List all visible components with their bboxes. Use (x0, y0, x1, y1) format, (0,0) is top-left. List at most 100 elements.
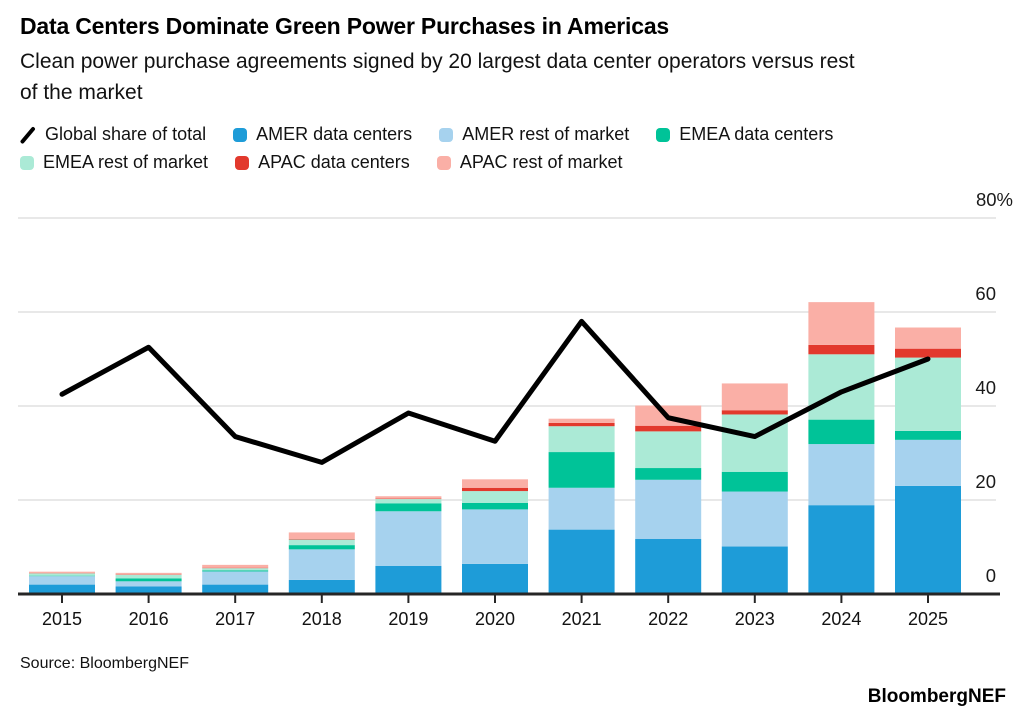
bar-segment-emea-rest-of-market (202, 568, 269, 571)
legend-row-2: EMEA rest of market APAC data centers APAC… (20, 152, 1015, 173)
legend-item-label: AMER data centers (256, 124, 413, 144)
x-axis-label-2015: 2015 (42, 609, 82, 629)
bar-2020 (462, 479, 528, 594)
legend-item-amer-rest-of-market: AMER rest of market (439, 124, 629, 145)
legend-item-label: APAC data centers (258, 152, 410, 172)
bar-segment-emea-data-centers (635, 468, 702, 480)
bar-segment-amer-rest-of-market (288, 549, 355, 580)
bar-segment-apac-data-centers (462, 487, 528, 492)
x-axis-label-2016: 2016 (129, 609, 169, 629)
bar-segment-amer-data-centers (895, 485, 961, 594)
bar-segment-emea-rest-of-market (808, 354, 875, 420)
bar-2015 (29, 571, 95, 594)
bar-segment-amer-data-centers (288, 579, 355, 594)
x-axis: 2015 2016 2017 2018 2019 2020 2021 2022 2023 2024… (18, 592, 1000, 629)
bar-segment-amer-rest-of-market (202, 571, 269, 585)
bar-segment-emea-data-centers (375, 503, 442, 512)
bar-segment-emea-rest-of-market (115, 574, 182, 579)
x-axis-label-2017: 2017 (215, 609, 255, 629)
bar-segment-amer-rest-of-market (635, 479, 702, 540)
bar-segment-emea-rest-of-market (462, 491, 528, 503)
x-axis-label-2023: 2023 (735, 609, 775, 629)
bar-2024 (808, 302, 875, 594)
bar-segment-amer-rest-of-market (462, 509, 528, 564)
bar-segment-amer-data-centers (721, 546, 788, 594)
line-series-swatch-icon (20, 126, 35, 143)
bar-segment-amer-data-centers (29, 584, 95, 594)
legend-item-amer-data-centers: AMER data centers (233, 124, 412, 145)
x-axis-label-2018: 2018 (302, 609, 342, 629)
bar-segment-apac-rest-of-market (29, 571, 95, 574)
bars (29, 302, 961, 594)
bar-segment-emea-data-centers (462, 502, 528, 510)
y-axis-label-80: 80% (976, 189, 1013, 210)
legend-item-emea-rest-of-market: EMEA rest of market (20, 152, 208, 173)
bar-segment-amer-data-centers (548, 529, 615, 594)
legend-item-label: APAC rest of market (459, 152, 623, 172)
bar-2021 (548, 418, 615, 594)
bar-segment-emea-rest-of-market (375, 499, 442, 504)
bar-segment-amer-rest-of-market (375, 511, 442, 566)
x-axis-label-2025: 2025 (908, 609, 948, 629)
bar-segment-amer-data-centers (115, 586, 182, 594)
legend: Global share of total AMER data centers AM… (20, 124, 1015, 173)
bar-segment-emea-rest-of-market (29, 573, 95, 576)
bar-segment-apac-data-centers (548, 422, 615, 427)
bar-segment-emea-rest-of-market (288, 539, 355, 546)
bar-2019 (375, 496, 442, 594)
bar-segment-amer-rest-of-market (895, 439, 961, 486)
bar-segment-amer-rest-of-market (808, 444, 875, 506)
bar-segment-apac-rest-of-market (808, 302, 875, 345)
source-note: Source: BloombergNEF (20, 655, 189, 672)
bar-segment-amer-data-centers (202, 584, 269, 594)
y-axis-label-60: 60 (975, 283, 996, 304)
bar-segment-emea-rest-of-market (548, 426, 615, 453)
legend-item-global-share-of-total: Global share of total (20, 124, 206, 145)
bar-segment-emea-data-centers (721, 471, 788, 492)
legend-item-apac-rest-of-market: APAC rest of market (436, 152, 623, 173)
y-axis-label-0: 0 (986, 565, 996, 586)
amer-rest-of-market-swatch-icon (439, 127, 454, 142)
bar-segment-amer-data-centers (808, 505, 875, 594)
page-title: Data Centers Dominate Green Power Purcha… (20, 13, 670, 39)
bar-segment-emea-rest-of-market (635, 431, 702, 469)
bar-segment-amer-rest-of-market (115, 581, 182, 587)
legend-item-label: AMER rest of market (462, 124, 630, 144)
bar-2025 (895, 327, 961, 594)
emea-rest-of-market-swatch-icon (20, 155, 34, 170)
bar-segment-emea-data-centers (288, 545, 355, 550)
x-axis-label-2021: 2021 (562, 609, 602, 629)
bar-segment-apac-rest-of-market (202, 564, 269, 568)
bar-segment-emea-data-centers (202, 570, 269, 572)
apac-rest-of-market-swatch-icon (436, 155, 451, 170)
y-axis-labels: 0 20 40 60 80% (975, 189, 1013, 586)
bar-segment-apac-rest-of-market (721, 383, 788, 411)
bar-segment-apac-rest-of-market (288, 532, 355, 540)
bar-segment-apac-rest-of-market (115, 572, 182, 575)
x-axis-label-2022: 2022 (648, 609, 688, 629)
legend-item-apac-data-centers: APAC data centers (235, 152, 410, 173)
page-subtitle: Clean power purchase agreements signed b… (20, 50, 855, 104)
bar-segment-amer-data-centers (462, 563, 528, 594)
bar-segment-apac-data-centers (895, 348, 961, 358)
bar-segment-emea-data-centers (895, 430, 961, 440)
bar-segment-emea-data-centers (115, 578, 182, 582)
y-axis-label-40: 40 (975, 377, 996, 398)
bar-segment-apac-data-centers (808, 344, 875, 355)
emea-data-centers-swatch-icon (656, 127, 671, 142)
bar-segment-amer-rest-of-market (721, 491, 788, 547)
bar-segment-apac-rest-of-market (895, 327, 961, 349)
bar-segment-emea-data-centers (548, 452, 615, 488)
x-axis-label-2024: 2024 (821, 609, 861, 629)
bar-2023 (721, 383, 788, 594)
bar-2016 (115, 572, 182, 594)
apac-data-centers-swatch-icon (235, 155, 250, 170)
bar-2018 (288, 532, 355, 594)
y-axis-label-20: 20 (975, 471, 996, 492)
x-axis-label-2020: 2020 (475, 609, 515, 629)
bar-segment-emea-data-centers (808, 419, 875, 445)
bar-2017 (202, 564, 269, 594)
bar-segment-amer-rest-of-market (548, 487, 615, 530)
bar-segment-apac-rest-of-market (375, 496, 442, 499)
